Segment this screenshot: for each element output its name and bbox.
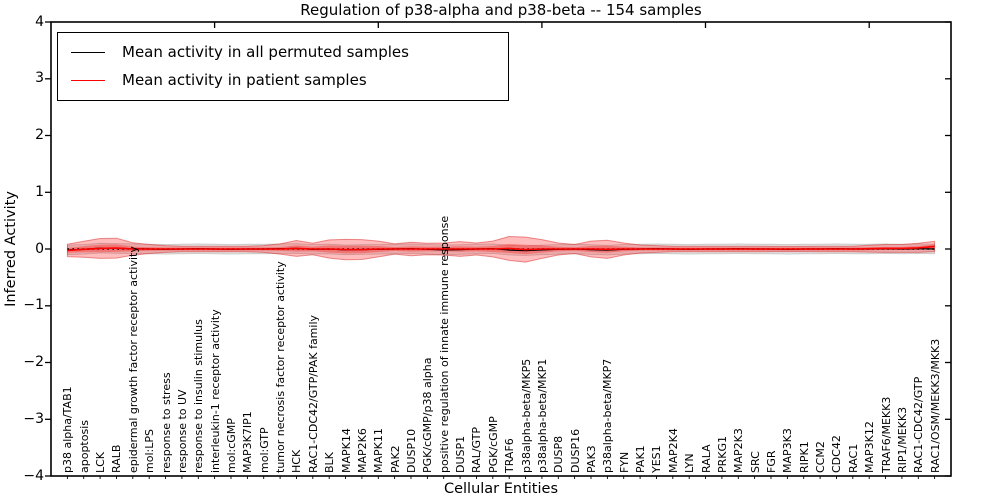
legend-label-patient: Mean activity in patient samples: [122, 71, 367, 89]
x-tick-label: YES1: [650, 445, 664, 473]
x-tick-label: RAC1/OSM/MEKK3/MKK3: [928, 338, 942, 473]
x-tick-label: p38alpha-beta/MKP7: [601, 358, 615, 473]
legend-label-permuted: Mean activity in all permuted samples: [122, 43, 409, 61]
x-tick-label: epidermal growth factor receptor activit…: [126, 246, 140, 473]
x-tick-label: mol:cGMP: [225, 418, 238, 473]
y-tick-label: 0: [35, 240, 44, 257]
x-tick-label: MAP3K12: [863, 421, 877, 473]
x-tick-label: RALA: [699, 444, 713, 473]
x-tick-label: MAPK14: [339, 428, 353, 473]
x-tick-label: MAP3K3: [781, 428, 795, 473]
x-tick-label: DUSP1: [454, 435, 468, 473]
patient-line: [67, 245, 935, 252]
x-tick-label: positive regulation of innate immune res…: [437, 215, 451, 473]
x-tick-label: MAP2K4: [666, 428, 680, 473]
x-tick-label: FGR: [765, 450, 778, 474]
x-tick-label: PGK/cGMP/p38 alpha: [421, 357, 435, 473]
x-tick-label: DUSP10: [405, 428, 418, 473]
y-tick-label: 1: [35, 183, 44, 200]
x-tick-label: RAC1-CDC42/GTP: [912, 376, 926, 473]
x-tick-label: PGK/cGMP: [486, 416, 500, 473]
x-tick-label: response to stress: [159, 372, 173, 473]
x-tick-label: RAC1-CDC42/GTP/PAK family: [306, 314, 320, 473]
x-tick-label: interleukin-1 receptor activity: [208, 309, 222, 473]
y-tick-label: 2: [35, 127, 44, 143]
y-tick-label: 4: [35, 13, 44, 30]
x-tick-label: RAC1: [846, 443, 860, 473]
x-tick-label: PRKG1: [715, 435, 729, 473]
x-tick-label: mol:GTP: [257, 427, 271, 473]
x-tick-label: CDC42: [830, 435, 844, 473]
x-tick-label: RIP1/MEKK3: [895, 406, 909, 473]
x-tick-label: TRAF6/MEKK3: [879, 396, 893, 473]
legend-entry-patient: Mean activity in patient samples: [71, 66, 508, 94]
x-tick-label: RAL/GTP: [470, 426, 484, 473]
x-tick-label: tumor necrosis factor receptor activity: [274, 261, 288, 473]
x-tick-label: PAK1: [634, 445, 648, 473]
y-tick-label: −2: [23, 354, 44, 370]
x-tick-label: response to insulin stimulus: [192, 319, 206, 473]
x-tick-label: MAP2K6: [355, 428, 369, 473]
x-tick-label: apoptosis: [77, 420, 91, 473]
x-tick-label: DUSP8: [552, 435, 566, 473]
chart-title: Regulation of p38-alpha and p38-beta -- …: [300, 1, 702, 19]
x-axis-label: Cellular Entities: [443, 481, 559, 497]
x-tick-label: TRAF6: [503, 438, 517, 473]
x-tick-label: p38alpha-beta/MKP5: [519, 358, 533, 473]
x-tick-label: CCM2: [814, 441, 828, 473]
y-tick-label: −1: [23, 297, 44, 314]
x-tick-label: LCK: [94, 451, 108, 473]
x-tick-label: MAP3K7IP1: [241, 411, 255, 473]
y-tick-label: −3: [23, 410, 44, 427]
x-tick-label: PAK3: [585, 445, 598, 473]
legend-line-patient-icon: [71, 79, 105, 81]
x-tick-label: MAP2K3: [732, 428, 746, 473]
x-tick-label: DUSP16: [568, 428, 582, 473]
x-tick-label: response to UV: [175, 389, 189, 473]
x-tick-label: p38 alpha/TAB1: [61, 386, 75, 473]
y-tick-label: 3: [35, 70, 44, 87]
x-tick-label: BLK: [323, 452, 337, 473]
x-tick-label: RALB: [110, 444, 124, 473]
x-tick-label: SRC: [748, 451, 762, 473]
legend-entry-permuted: Mean activity in all permuted samples: [71, 38, 508, 66]
x-tick-label: p38alpha-beta/MKP1: [535, 358, 549, 473]
x-tick-label: PAK2: [388, 445, 402, 473]
x-tick-label: HCK: [290, 449, 304, 473]
legend: Mean activity in all permuted samples Me…: [57, 32, 509, 101]
x-tick-label: MAPK11: [372, 428, 386, 473]
y-tick-label: −4: [23, 467, 44, 484]
x-tick-label: mol:LPS: [143, 429, 157, 473]
x-tick-label: FYN: [617, 451, 631, 473]
x-tick-label: LYN: [683, 453, 697, 473]
legend-line-permuted-icon: [71, 51, 105, 53]
x-tick-label: RIPK1: [797, 441, 811, 473]
